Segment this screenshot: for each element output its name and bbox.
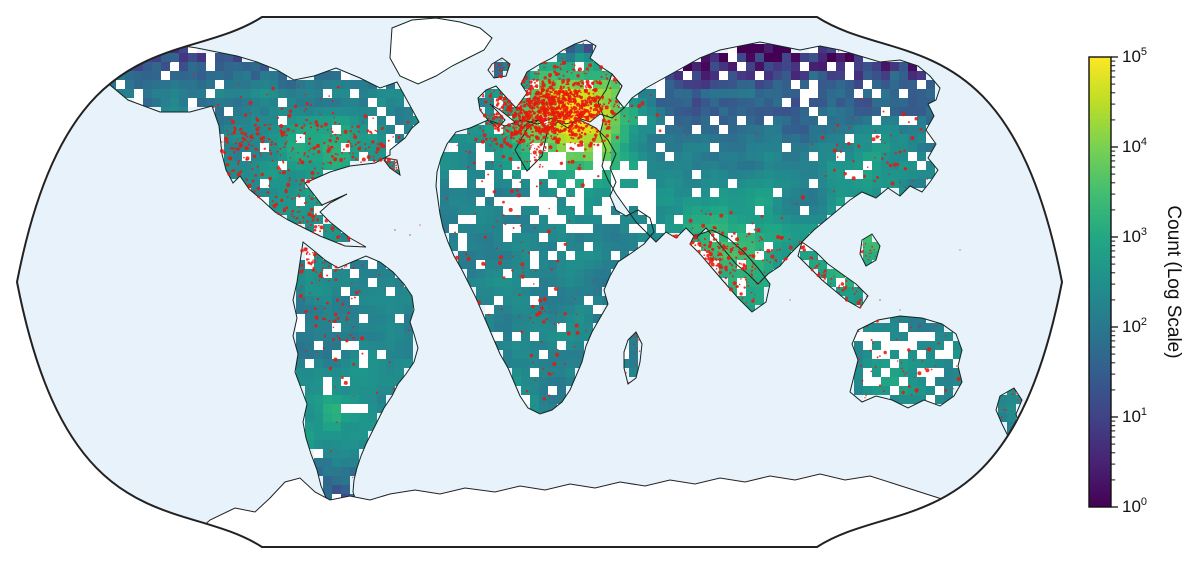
svg-text:Count (Log Scale): Count (Log Scale) bbox=[1163, 205, 1184, 358]
